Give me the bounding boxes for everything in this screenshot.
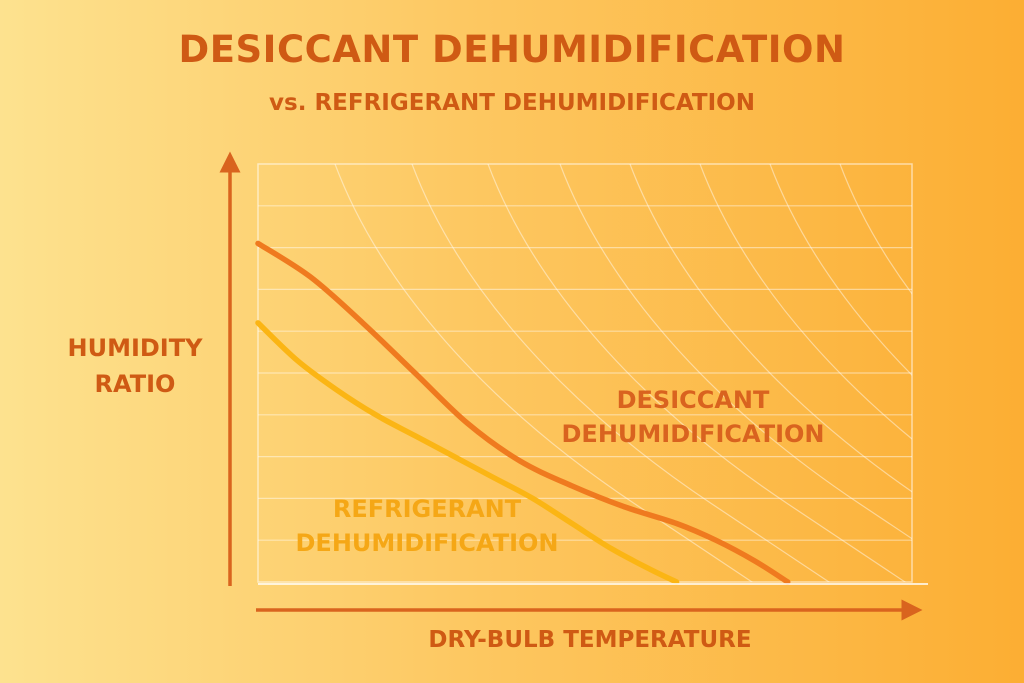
- grid-line-curved: [411, 164, 831, 582]
- series-line-refrigerant: [255, 320, 680, 585]
- grid-line-curved: [699, 164, 912, 440]
- grid-line-curved: [487, 164, 907, 582]
- series-label-desiccant: DESICCANT DEHUMIDIFICATION: [561, 386, 825, 448]
- x-axis-label: DRY-BULB TEMPERATURE: [428, 627, 752, 653]
- chart-title: DESICCANT DEHUMIDIFICATION: [178, 28, 846, 71]
- grid-frame: [257, 163, 913, 583]
- grid-line-curved: [769, 164, 912, 376]
- y-axis-label: HUMIDITY RATIO: [67, 334, 203, 398]
- chart-axes: [219, 151, 928, 621]
- series-label-refrigerant: REFRIGERANT DEHUMIDIFICATION: [295, 495, 559, 557]
- grid-line-curved: [559, 164, 912, 540]
- chart-grid: [257, 163, 913, 583]
- chart-series: [255, 240, 791, 585]
- grid-line-curved: [334, 164, 754, 582]
- chart-subtitle: vs. REFRIGERANT DEHUMIDIFICATION: [269, 90, 755, 116]
- series-line-desiccant: [255, 240, 791, 585]
- grid-line-curved: [839, 164, 912, 295]
- grid-line-curved: [629, 164, 912, 493]
